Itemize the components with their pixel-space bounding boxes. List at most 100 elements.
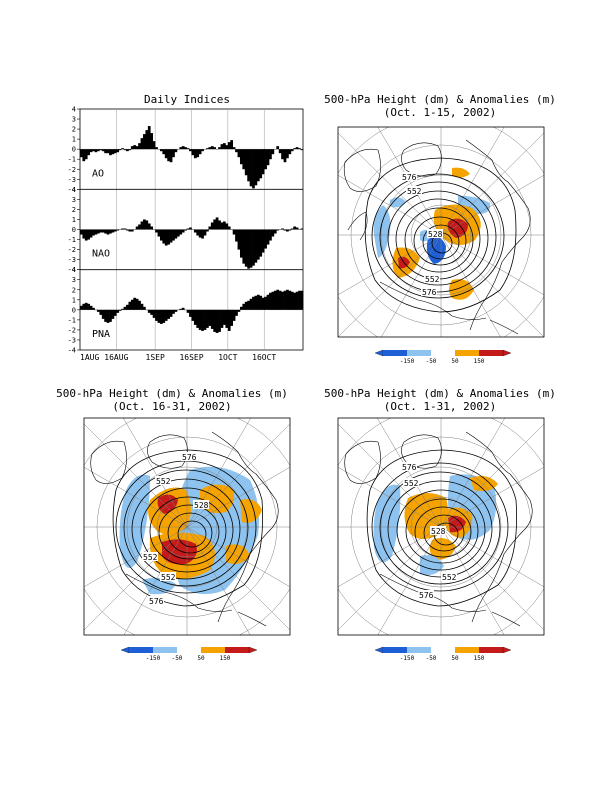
index-bar-pna [152, 309, 156, 318]
index-bar-ao [113, 149, 117, 154]
map1-colorbar: -150 -50 50 150 [374, 349, 512, 365]
map2-frame [83, 417, 291, 636]
index-bar-ao [300, 149, 304, 151]
colorbar-arrow-left [374, 349, 384, 357]
index-bar-ao [96, 149, 100, 152]
index-bar-ao [128, 149, 132, 151]
index-bar-pna [140, 303, 144, 310]
index-bar-nao [227, 226, 231, 230]
index-bar-nao [259, 229, 263, 257]
index-bar-nao [256, 229, 260, 260]
index-bar-pna [225, 309, 229, 328]
y-tick-label: -3 [68, 256, 76, 264]
index-bar-nao [286, 229, 289, 232]
index-bar-nao [266, 229, 270, 245]
index-bar-ao [213, 147, 217, 150]
index-bar-pna [111, 309, 115, 319]
index-bar-nao [208, 226, 212, 230]
index-bar-nao [80, 229, 83, 235]
index-bar-pna [208, 309, 212, 326]
colorbar-segment [455, 350, 479, 356]
x-tick-label: 1SEP [146, 353, 165, 362]
index-bar-ao [80, 149, 83, 158]
map3-label-576-bottom: 576 [419, 591, 434, 600]
daily-indices-panel: Daily Indices 1AUG 16AUG 1SEP 16SEP 1OCT 16OC… [68, 93, 304, 362]
index-bar-nao [220, 222, 224, 230]
index-bar-pna [276, 289, 280, 310]
index-bar-ao [82, 149, 86, 162]
index-bar-ao [244, 149, 248, 176]
index-bar-pna [189, 309, 192, 317]
index-bar-ao [247, 149, 250, 182]
index-bar-ao [169, 149, 173, 163]
index-bar-nao [189, 227, 192, 230]
index-bar-nao [293, 226, 297, 230]
index-bar-pna [203, 309, 207, 330]
index-bar-pna [186, 309, 190, 313]
index-bar-ao [101, 149, 105, 152]
index-bar-nao [96, 229, 100, 234]
map2-label-552-top: 552 [156, 477, 171, 486]
colorbar-segment [177, 647, 201, 653]
index-bar-pna [84, 302, 88, 310]
series-label-ao: AO [92, 168, 104, 179]
index-bar-nao [157, 229, 161, 237]
index-bar-ao [130, 146, 134, 150]
index-bar-nao [89, 229, 93, 238]
map3-frame [337, 417, 545, 636]
map-oct-1-31: 500-hPa Height (dm) & Anomalies (m) (Oct… [324, 387, 556, 662]
y-tick-label: 3 [72, 196, 76, 204]
index-bar-pna [293, 292, 297, 310]
index-bar-nao [213, 219, 217, 230]
x-tick-label: 16OCT [252, 353, 276, 362]
index-bar-ao [123, 149, 127, 151]
index-bar-pna [232, 309, 236, 321]
colorbar-arrow-right [248, 646, 258, 654]
colorbar-label: 150 [474, 358, 485, 365]
index-bar-pna [230, 309, 234, 326]
index-bar-nao [210, 222, 214, 230]
colorbar-segment [407, 647, 431, 653]
index-bar-pna [286, 289, 289, 310]
index-bar-nao [237, 229, 241, 250]
index-bar-pna [167, 309, 170, 319]
index-bar-nao [198, 229, 202, 238]
index-bar-pna [213, 309, 217, 332]
colorbar-segment [383, 647, 407, 653]
index-bar-ao [218, 147, 221, 150]
index-bar-pna [290, 291, 294, 310]
colorbar-segment [201, 647, 225, 653]
x-tick-label: 1AUG [80, 353, 99, 362]
index-bar-pna [118, 309, 122, 311]
index-bar-pna [281, 291, 284, 310]
index-bar-nao [174, 229, 178, 239]
colorbar-label: 150 [474, 655, 485, 662]
index-bar-pna [150, 309, 154, 315]
y-tick-label: 4 [72, 266, 76, 274]
x-tick-label: 16SEP [179, 353, 203, 362]
index-bar-ao [189, 149, 192, 152]
index-bar-ao [87, 149, 90, 156]
index-bar-ao [94, 149, 98, 153]
map2-label-552-left: 552 [143, 553, 158, 562]
index-bar-nao [215, 217, 219, 230]
index-bar-pna [223, 309, 226, 325]
map2-height-contours [112, 449, 263, 607]
index-bar-pna [259, 295, 263, 310]
map3-colorbar: -150 -50 50 150 [374, 646, 512, 662]
map1-label-552-top: 552 [407, 187, 422, 196]
index-bar-nao [232, 229, 236, 235]
index-bar-ao [118, 149, 122, 151]
index-bar-ao [237, 149, 241, 158]
index-bar-ao [184, 147, 187, 150]
colorbar-segment [455, 647, 479, 653]
index-bar-ao [242, 149, 246, 170]
indices-bars [80, 126, 304, 333]
index-bar-ao [220, 144, 224, 150]
index-bar-nao [104, 229, 107, 234]
y-tick-label: 0 [72, 146, 76, 154]
index-bar-ao [147, 126, 151, 150]
index-bar-nao [84, 229, 88, 241]
index-bar-nao [283, 229, 287, 231]
index-bar-ao [191, 149, 195, 156]
